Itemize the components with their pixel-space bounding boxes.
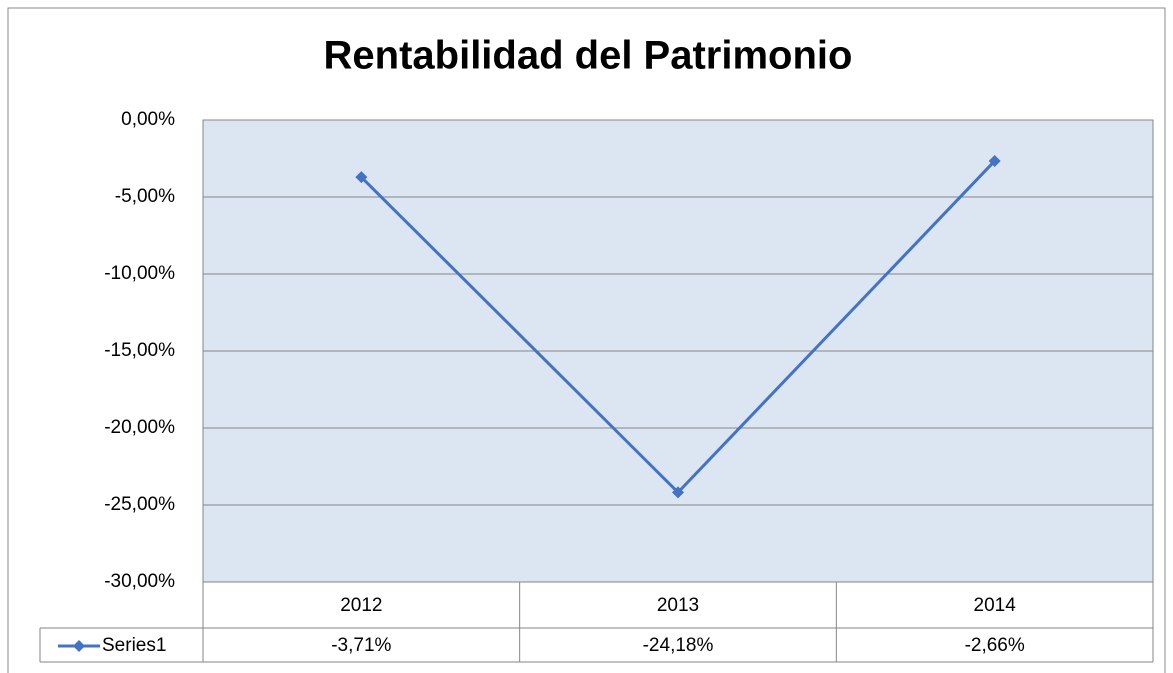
y-tick-label: -5,00% [115, 186, 175, 207]
y-tick-label: -30,00% [104, 571, 175, 592]
marker [672, 486, 684, 499]
y-tick-label: -15,00% [104, 340, 175, 361]
marker [355, 171, 368, 184]
chart-title: Rentabilidad del Patrimonio [324, 34, 853, 78]
x-tick-label: 2012 [340, 595, 382, 616]
marker [988, 154, 1001, 167]
y-tick-label: -25,00% [104, 494, 175, 515]
chart-border [7, 7, 1166, 673]
y-tick-label: 0,00% [121, 109, 175, 130]
data-label: -2,66% [965, 635, 1025, 656]
y-tick-label: -10,00% [104, 263, 175, 284]
y-tick-label: -20,00% [104, 417, 175, 438]
x-tick-label: 2013 [657, 595, 699, 616]
legend-label: Series1 [102, 635, 166, 656]
legend-marker [73, 640, 85, 652]
data-label: -24,18% [643, 635, 714, 656]
data-label: -3,71% [331, 635, 391, 656]
x-tick-label: 2014 [974, 595, 1017, 616]
